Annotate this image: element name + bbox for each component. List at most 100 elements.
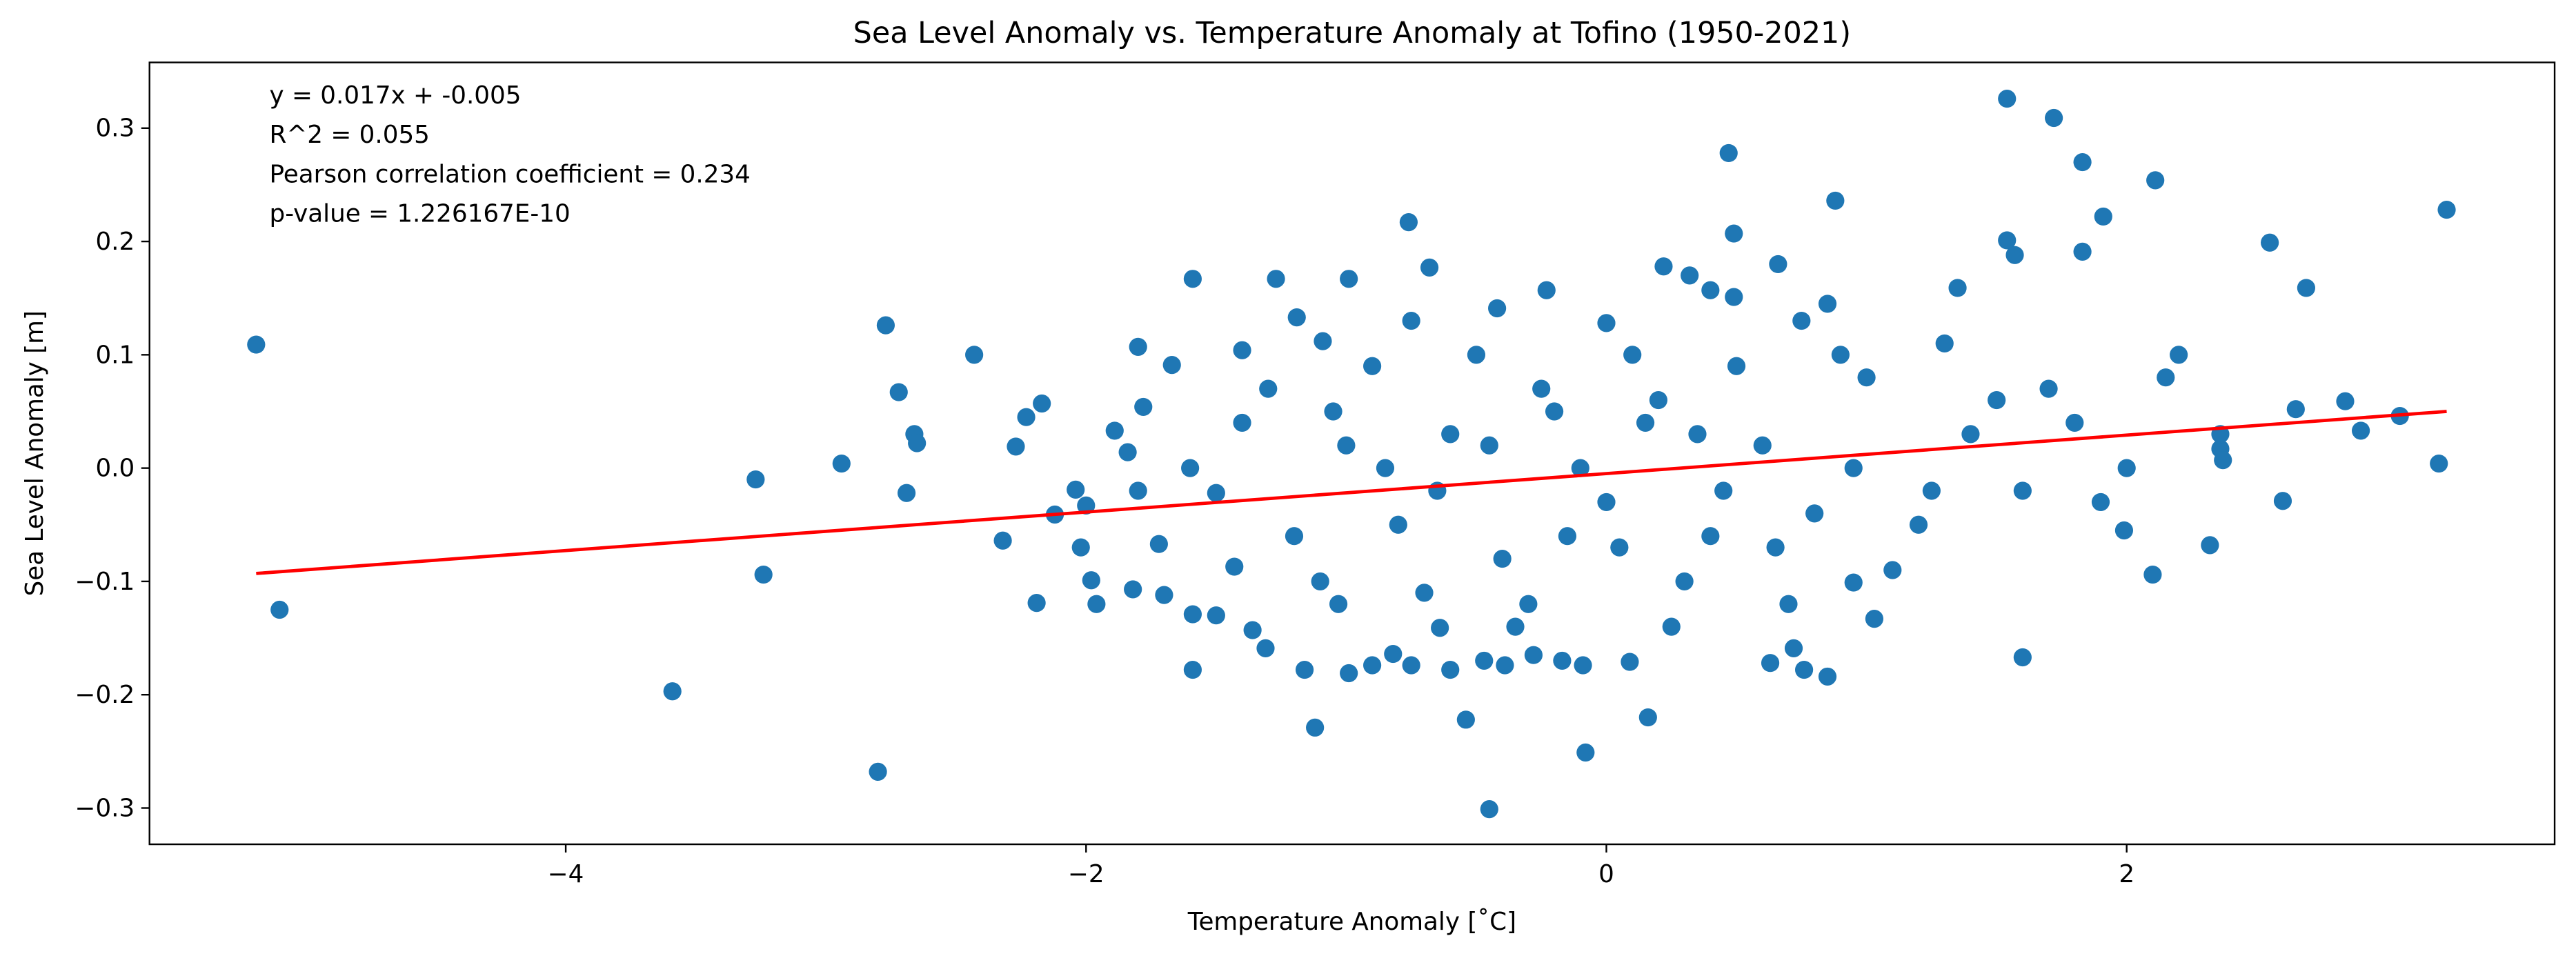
scatter-point <box>1314 332 1332 350</box>
scatter-point <box>2214 451 2232 470</box>
scatter-point <box>1118 443 1137 461</box>
scatter-point <box>1701 281 1720 299</box>
scatter-point <box>1480 800 1498 819</box>
scatter-point <box>754 565 773 584</box>
scatter-point <box>1488 299 1507 318</box>
chart-title: Sea Level Anomaly vs. Temperature Anomal… <box>853 16 1851 50</box>
scatter-point <box>1636 413 1655 432</box>
scatter-point <box>1456 710 1475 729</box>
y-axis-label: Sea Level Anomaly [m] <box>21 310 49 596</box>
x-tick-label: −4 <box>548 860 584 888</box>
scatter-point <box>1998 89 2017 108</box>
scatter-point <box>2005 246 2024 264</box>
y-tick-label: 0.1 <box>95 341 135 369</box>
scatter-point <box>1792 311 1811 330</box>
scatter-point <box>2045 108 2063 128</box>
scatter-point <box>1909 515 1928 534</box>
scatter-point <box>2039 379 2058 398</box>
scatter-point <box>2073 242 2092 261</box>
scatter-point <box>1027 594 1046 613</box>
scatter-point <box>1688 425 1707 444</box>
y-tick-label: −0.3 <box>75 794 135 822</box>
scatter-point <box>1621 653 1639 671</box>
scatter-point <box>2065 413 2084 432</box>
scatter-point <box>1524 646 1543 664</box>
scatter-point <box>1441 425 1460 444</box>
scatter-point <box>1537 281 1556 299</box>
scatter-point <box>1233 341 1251 359</box>
scatter-point <box>663 682 682 701</box>
scatter-point <box>1181 459 1200 477</box>
scatter-point <box>1399 213 1418 232</box>
regression-line <box>256 410 2447 575</box>
y-tick-label: −0.1 <box>75 568 135 596</box>
scatter-point <box>2013 648 2032 667</box>
scatter-point <box>1155 586 1173 604</box>
scatter-point <box>1183 270 1202 288</box>
scatter-point <box>1415 584 1434 602</box>
scatter-point <box>1475 651 1494 670</box>
scatter-point <box>1363 656 1382 675</box>
scatter-point <box>2286 400 2305 419</box>
scatter-point <box>2273 492 2292 510</box>
scatter-point <box>1267 270 1285 288</box>
scatter-point <box>2157 368 2175 387</box>
x-tick-label: −2 <box>1068 860 1104 888</box>
scatter-point <box>1324 402 1343 421</box>
scatter-point <box>1857 368 1876 387</box>
scatter-point <box>1233 413 1251 432</box>
scatter-point <box>1998 231 2017 250</box>
scatter-point <box>1033 394 1051 413</box>
annotation: R^2 = 0.055 <box>270 121 430 149</box>
scatter-point <box>2117 459 2136 477</box>
scatter-point <box>1961 425 1980 444</box>
scatter-point <box>1493 549 1512 568</box>
scatter-point <box>1610 538 1629 557</box>
scatter-point <box>746 470 765 489</box>
scatter-point <box>1441 660 1460 679</box>
annotation: p-value = 1.226167E-10 <box>270 200 571 228</box>
scatter-point <box>1129 481 1147 500</box>
scatter-point <box>1794 660 1814 679</box>
scatter-point <box>1402 656 1420 675</box>
scatter-point <box>1295 660 1314 679</box>
scatter-point <box>1340 270 1358 288</box>
scatter-point <box>1818 295 1837 313</box>
scatter-point <box>1701 527 1720 546</box>
scatter-point <box>1753 436 1772 455</box>
scatter-point <box>1082 571 1100 590</box>
scatter-point <box>1727 357 1746 375</box>
scatter-point <box>1662 617 1681 636</box>
x-axis-label: Temperature Anomaly [˚C] <box>1187 908 1516 936</box>
scatter-point <box>1844 573 1863 592</box>
scatter-point <box>1935 334 1954 353</box>
scatter-point <box>1207 606 1225 625</box>
scatter-point <box>1259 379 1278 398</box>
scatter-point <box>1714 481 1733 500</box>
scatter-point <box>1105 421 1124 440</box>
scatter-point <box>1363 357 1382 375</box>
scatter-point <box>1384 644 1403 664</box>
scatter-point <box>1532 379 1551 398</box>
scatter-point <box>1623 346 1642 364</box>
scatter-point <box>1162 356 1181 375</box>
scatter-point <box>1649 390 1668 410</box>
scatter-point <box>1337 436 1356 455</box>
scatter-point <box>2352 421 2370 440</box>
scatter-point <box>1719 143 1738 163</box>
scatter-point <box>2094 207 2112 226</box>
scatter-point <box>1017 408 1036 426</box>
scatter-point <box>270 600 289 619</box>
scatter-point <box>1431 619 1449 637</box>
scatter-point <box>1467 346 1486 364</box>
scatter-point <box>2146 171 2165 190</box>
scatter-point <box>869 762 887 781</box>
scatter-point <box>1675 572 1694 591</box>
scatter-point <box>1480 436 1498 455</box>
scatter-point <box>1311 572 1329 591</box>
scatter-point <box>1183 660 1202 679</box>
scatter-point <box>1805 504 1824 523</box>
plot-frame <box>148 61 2556 846</box>
scatter-point <box>1784 639 1803 657</box>
